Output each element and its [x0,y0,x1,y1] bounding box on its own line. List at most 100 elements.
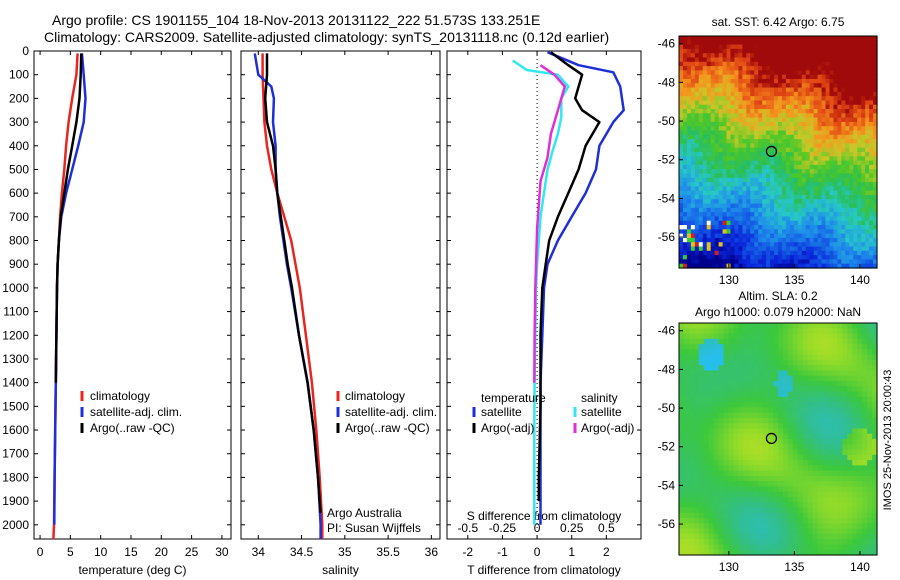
sst-cell [833,250,838,256]
sla-cell [703,528,710,535]
sla-cell [862,439,868,445]
sla-cell [827,533,834,540]
sst-cell [702,152,708,157]
sst-cell [873,194,878,200]
sst-cell [722,237,728,243]
sst-cell [706,134,712,140]
sla-cell [718,359,725,366]
sst-cell [698,259,704,265]
sst-cell [781,152,787,157]
sst-cell [750,78,755,84]
sst-cell [750,83,755,89]
sst-cell [869,152,874,157]
sla-cell [778,433,784,440]
sst-cell [746,229,751,235]
sst-cell [853,173,858,179]
sst-cell [825,160,831,166]
sst-cell [865,255,870,261]
sst-cell [801,91,807,97]
sla-cell [679,439,685,445]
sst-cell [797,57,803,63]
sla-cell [812,486,819,493]
sla-cell [812,539,819,546]
sla-cell [797,381,804,387]
sla-cell [827,528,834,535]
sla-cell [713,365,720,372]
sla-cell [822,328,829,335]
sla-cell [837,544,843,551]
sst-cell [841,53,846,59]
sst-cell [702,186,708,192]
sst-cell [710,70,716,76]
sst-cell [865,242,870,248]
sst-cell [750,229,755,235]
sst-cell [770,147,775,153]
sst-cell [682,130,688,136]
sla-cell [728,412,735,419]
sla-cell [837,460,843,466]
sla-cell [867,323,873,329]
sst-cell [750,91,755,97]
sst-cell [841,74,846,80]
sst-cell [774,113,779,119]
sst-cell [694,121,700,127]
sst-cell [686,36,692,41]
sst-cell [845,109,850,114]
sla-cell [832,444,838,451]
sst-cell [869,190,874,196]
sla-cell [812,375,819,382]
sla-cell [679,428,685,435]
sst-cell [785,242,791,248]
sst-cell [785,212,791,218]
sst-cell [758,126,763,132]
sla-cell [862,370,868,377]
sst-cell [730,83,736,89]
sst-cell [813,91,819,97]
sst-cell [869,246,874,252]
sst-cell [785,91,791,97]
sla-cell [852,433,858,440]
sst-cell [706,242,712,248]
sst-cell [758,169,763,175]
sla-cell [807,544,814,551]
sla-cell [812,449,819,456]
sst-cell [841,152,846,157]
sst-cell [702,237,708,243]
sst-cell [718,147,724,153]
sst-cell [849,216,854,222]
sst-cell [837,216,842,222]
sst-cell [686,53,692,59]
sst-cell [825,104,831,110]
sla-cell [867,544,873,551]
sst-cell [853,229,858,235]
sst-cell [778,177,783,183]
sst-cell [817,96,823,102]
sla-cell [822,512,829,519]
sla-cell [743,444,749,451]
sst-cell [742,220,747,226]
sst-cell [817,263,823,269]
sst-cell [722,203,728,209]
sla-cell [758,396,764,403]
depth-tick-label: 100 [9,68,29,82]
sst-cell [845,44,850,50]
sst-cell [805,104,811,110]
sla-cell [862,338,868,345]
sst-cell [817,130,823,136]
sla-cell [792,533,799,540]
sst-cell [849,255,854,261]
sst-cell [762,225,767,230]
sst-cell [726,61,732,67]
sla-cell [698,333,705,340]
sla-cell [768,396,774,403]
sla-cell [733,349,739,356]
sla-cell [787,381,794,387]
sla-cell [683,465,690,472]
sla-cell [753,354,759,361]
sla-cell [778,370,784,377]
sst-cell [841,242,846,248]
sla-cell [862,359,868,366]
sst-cell [682,57,688,63]
sla-cell [822,396,829,403]
sst-cell [837,74,842,80]
